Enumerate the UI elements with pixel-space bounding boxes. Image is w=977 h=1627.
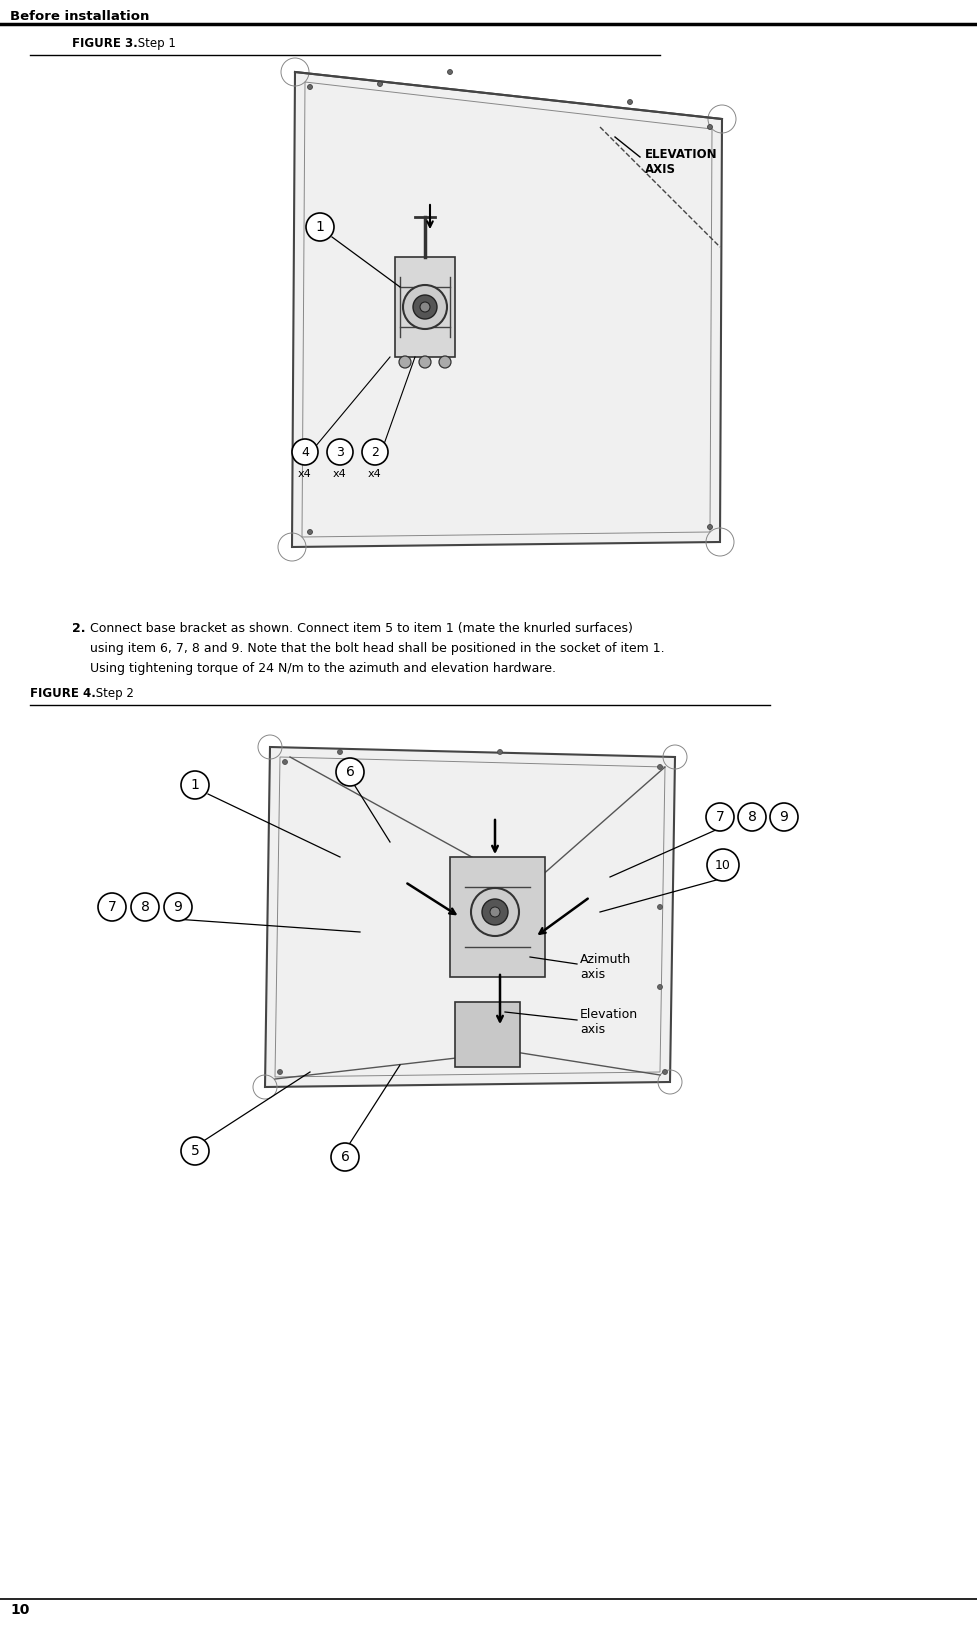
Circle shape xyxy=(277,1069,282,1074)
Polygon shape xyxy=(265,747,674,1087)
Circle shape xyxy=(418,356,431,368)
Circle shape xyxy=(657,984,661,989)
Circle shape xyxy=(361,439,388,465)
Text: 5: 5 xyxy=(191,1144,199,1158)
Text: ELEVATION
AXIS: ELEVATION AXIS xyxy=(645,148,717,176)
Polygon shape xyxy=(454,1002,520,1067)
Circle shape xyxy=(326,439,353,465)
Circle shape xyxy=(738,804,765,831)
Circle shape xyxy=(336,758,363,786)
Circle shape xyxy=(705,804,734,831)
Circle shape xyxy=(471,888,519,936)
Text: 1: 1 xyxy=(191,778,199,792)
Text: 9: 9 xyxy=(173,900,183,914)
Circle shape xyxy=(292,439,318,465)
Text: 8: 8 xyxy=(141,900,149,914)
Text: Step 1: Step 1 xyxy=(134,37,176,50)
Text: Using tightening torque of 24 N/m to the azimuth and elevation hardware.: Using tightening torque of 24 N/m to the… xyxy=(90,662,556,675)
Circle shape xyxy=(657,905,661,909)
Circle shape xyxy=(306,213,334,241)
Circle shape xyxy=(447,70,452,75)
Circle shape xyxy=(769,804,797,831)
Text: Before installation: Before installation xyxy=(10,10,149,23)
Polygon shape xyxy=(292,72,721,547)
Text: x4: x4 xyxy=(333,469,347,478)
Polygon shape xyxy=(395,257,454,356)
Text: 2.: 2. xyxy=(72,622,85,635)
Circle shape xyxy=(131,893,159,921)
Circle shape xyxy=(337,750,342,755)
Text: Step 2: Step 2 xyxy=(92,687,134,700)
Circle shape xyxy=(164,893,191,921)
Text: 10: 10 xyxy=(10,1603,29,1617)
Text: 7: 7 xyxy=(715,810,724,823)
Circle shape xyxy=(307,529,313,535)
Text: Connect base bracket as shown. Connect item 5 to item 1 (mate the knurled surfac: Connect base bracket as shown. Connect i… xyxy=(90,622,632,635)
Text: 3: 3 xyxy=(336,446,344,459)
Circle shape xyxy=(330,1144,359,1171)
Circle shape xyxy=(377,81,382,86)
Text: Azimuth
axis: Azimuth axis xyxy=(579,953,630,981)
Text: x4: x4 xyxy=(367,469,381,478)
Text: FIGURE 3.: FIGURE 3. xyxy=(72,37,138,50)
Text: Elevation
axis: Elevation axis xyxy=(579,1009,637,1036)
Circle shape xyxy=(497,750,502,755)
Circle shape xyxy=(482,900,507,926)
Circle shape xyxy=(307,85,313,89)
Polygon shape xyxy=(449,857,544,976)
Circle shape xyxy=(412,294,437,319)
Text: FIGURE 4.: FIGURE 4. xyxy=(30,687,96,700)
Circle shape xyxy=(706,849,739,880)
Circle shape xyxy=(282,760,287,765)
Text: 9: 9 xyxy=(779,810,787,823)
Circle shape xyxy=(489,906,499,918)
Circle shape xyxy=(661,1069,667,1074)
Text: 4: 4 xyxy=(301,446,309,459)
Circle shape xyxy=(657,765,661,770)
Circle shape xyxy=(181,771,209,799)
Text: 10: 10 xyxy=(714,859,730,872)
Circle shape xyxy=(439,356,450,368)
Text: 1: 1 xyxy=(316,220,324,234)
Circle shape xyxy=(181,1137,209,1165)
Circle shape xyxy=(98,893,126,921)
Circle shape xyxy=(403,285,446,329)
Text: 6: 6 xyxy=(345,765,354,779)
Circle shape xyxy=(627,99,632,104)
Circle shape xyxy=(399,356,410,368)
Circle shape xyxy=(706,524,712,529)
Text: x4: x4 xyxy=(298,469,312,478)
Text: 6: 6 xyxy=(340,1150,349,1163)
Circle shape xyxy=(706,125,712,130)
Text: 10: 10 xyxy=(709,861,727,874)
Text: 8: 8 xyxy=(746,810,755,823)
Circle shape xyxy=(419,303,430,312)
Text: using item 6, 7, 8 and 9. Note that the bolt head shall be positioned in the soc: using item 6, 7, 8 and 9. Note that the … xyxy=(90,643,664,656)
Text: 2: 2 xyxy=(370,446,378,459)
Text: 7: 7 xyxy=(107,900,116,914)
